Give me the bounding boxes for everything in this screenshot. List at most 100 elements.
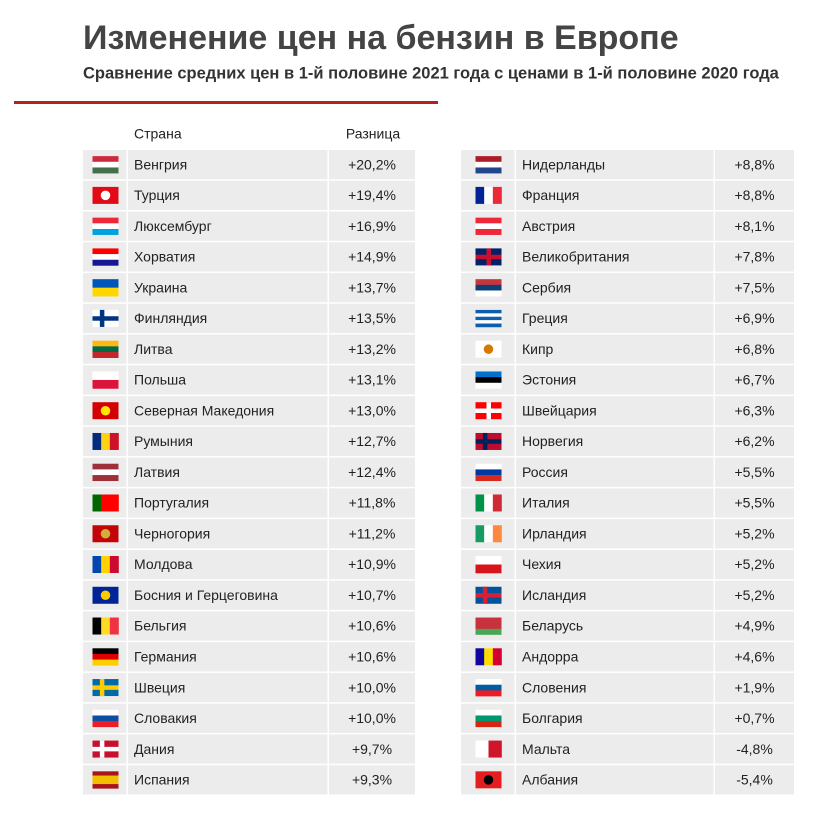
value-cell	[715, 273, 794, 303]
value-cell	[329, 457, 415, 487]
country-name: Босния и Герцеговина	[134, 587, 278, 603]
name-cell	[516, 150, 714, 180]
flag-icon	[92, 432, 119, 450]
flag-stripe	[475, 494, 485, 512]
flag-stripe	[475, 475, 502, 482]
title: Изменение цен на бензин в Европе	[83, 19, 679, 57]
flag-stripe	[475, 564, 502, 574]
price-change: +5,2%	[734, 525, 774, 541]
flag-stripe	[492, 525, 502, 543]
price-change: +4,9%	[734, 618, 774, 634]
flag-icon	[475, 186, 502, 204]
country-name: Турция	[134, 187, 180, 203]
flag-icon	[475, 279, 502, 297]
price-change: -5,4%	[736, 772, 773, 788]
value-cell	[715, 580, 794, 610]
flag-stripe	[92, 475, 119, 482]
name-cell	[128, 211, 328, 241]
name-cell	[128, 672, 328, 703]
flag-stripe	[109, 556, 119, 574]
value-cell	[329, 211, 415, 241]
price-change: +5,5%	[734, 464, 774, 480]
flag-stripe	[475, 709, 502, 716]
value-cell	[329, 150, 415, 180]
country-name: Великобритания	[522, 249, 630, 265]
value-cell	[715, 211, 794, 241]
flag-stripe	[92, 709, 119, 716]
price-change: +5,2%	[734, 556, 774, 572]
flag-icon	[92, 340, 119, 358]
flag-stripe	[92, 161, 119, 168]
name-cell	[128, 150, 328, 180]
flag-stripe	[484, 525, 494, 543]
name-cell	[128, 365, 328, 395]
country-name: Хорватия	[134, 249, 195, 265]
name-cell	[128, 549, 328, 580]
flag-stripe	[92, 287, 119, 297]
price-change: +10,0%	[348, 710, 396, 726]
name-cell	[516, 642, 714, 672]
price-change: +10,0%	[348, 679, 396, 695]
country-name: Нидерланды	[522, 156, 605, 172]
flag-cross	[475, 254, 502, 260]
price-change: +5,5%	[734, 495, 774, 511]
flag-stripe	[92, 346, 119, 353]
column-header: Разница	[346, 126, 400, 142]
price-change: +13,0%	[348, 402, 396, 418]
country-name: Норвегия	[522, 433, 583, 449]
name-cell	[128, 642, 328, 672]
flag-stripe	[475, 309, 502, 314]
flag-icon	[475, 525, 502, 543]
flag-stripe	[109, 617, 119, 635]
flag-stripe	[492, 494, 502, 512]
value-cell	[715, 365, 794, 395]
flag-icon	[92, 186, 119, 204]
value-cell	[715, 642, 794, 672]
flag-stripe	[484, 186, 494, 204]
flag-emblem	[100, 190, 111, 201]
value-cell	[715, 242, 794, 272]
price-change: +6,8%	[734, 341, 774, 357]
name-cell	[516, 242, 714, 272]
flag-stripe	[92, 494, 102, 512]
price-change: +6,9%	[734, 310, 774, 326]
flag-stripe	[475, 223, 502, 230]
name-cell	[516, 734, 714, 764]
price-change: +19,4%	[348, 187, 396, 203]
price-change: +12,4%	[348, 464, 396, 480]
name-cell	[516, 365, 714, 395]
flag-icon	[475, 586, 502, 604]
value-cell	[715, 426, 794, 457]
price-change: +8,1%	[734, 218, 774, 234]
flag-icon	[92, 156, 119, 174]
flag-stripe	[475, 290, 502, 297]
value-cell	[329, 734, 415, 764]
country-name: Дания	[134, 741, 174, 757]
value-cell	[715, 303, 794, 334]
name-cell	[516, 334, 714, 364]
flag-stripe	[92, 259, 119, 266]
name-cell	[128, 611, 328, 641]
flag-stripe	[475, 382, 502, 389]
flag-stripe	[101, 556, 111, 574]
flag-icon	[92, 709, 119, 728]
name-cell	[516, 211, 714, 241]
flag-stripe	[484, 494, 494, 512]
flag-icon	[92, 371, 119, 389]
country-name: Литва	[134, 341, 173, 357]
flag-stripe	[92, 223, 119, 230]
price-change: +10,7%	[348, 587, 396, 603]
flag-stripe	[475, 323, 502, 328]
flag-cross	[475, 408, 502, 414]
value-cell	[329, 549, 415, 580]
flag-stripe	[475, 684, 502, 691]
flag-icon	[475, 371, 502, 389]
flag-stripe	[475, 623, 502, 630]
name-cell	[516, 672, 714, 703]
value-cell	[329, 396, 415, 426]
value-cell	[329, 365, 415, 395]
value-cell	[715, 549, 794, 580]
flag-icon	[92, 525, 119, 543]
flag-stripe	[475, 313, 502, 318]
